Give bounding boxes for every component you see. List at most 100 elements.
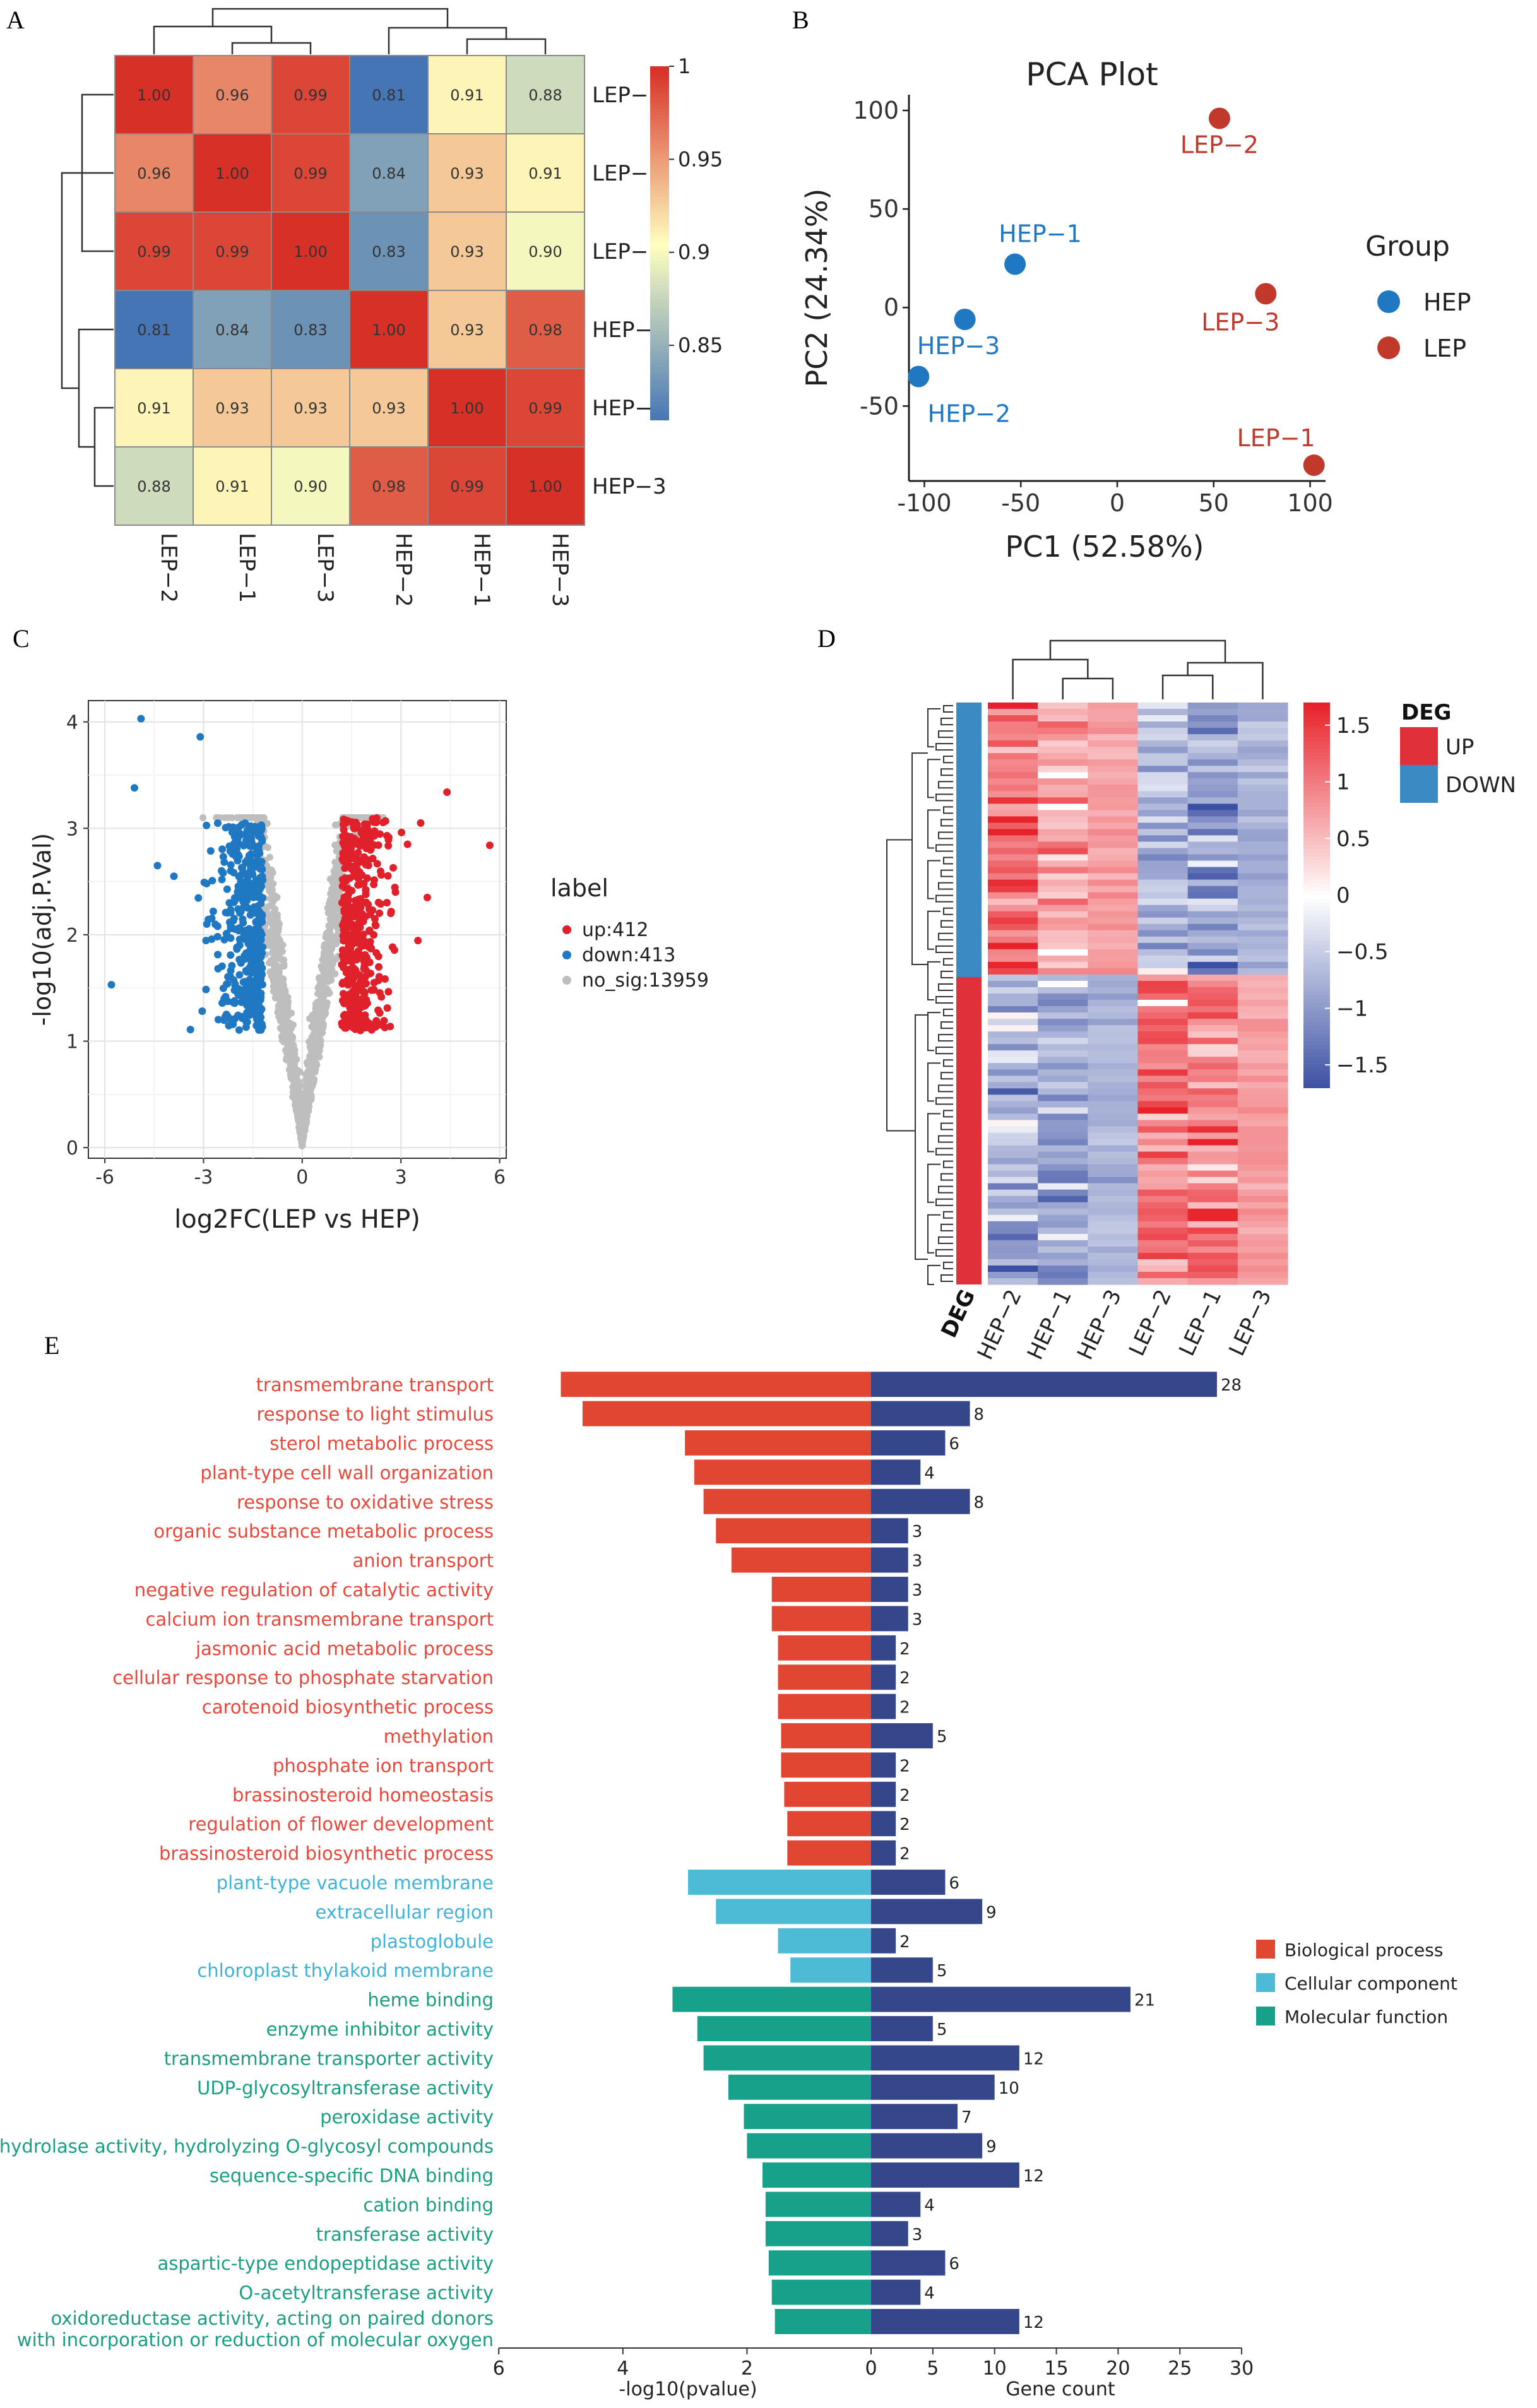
volcano-point-down — [214, 1016, 222, 1024]
heatmap-cell — [1088, 860, 1139, 868]
heatmap-cell — [1088, 1025, 1139, 1032]
volcano-point-nosig — [331, 821, 339, 829]
heatmap-cell — [1088, 721, 1139, 728]
heatmap-cell — [1038, 1170, 1088, 1178]
heatmap-cell — [1038, 835, 1088, 843]
heatmap-cell — [1088, 835, 1139, 843]
heatmap-cell — [1237, 873, 1288, 881]
heatmap-cell — [506, 55, 585, 134]
heatmap-cell-value: 0.90 — [294, 478, 327, 495]
heatmap-cell — [1088, 1019, 1139, 1026]
volcano-point-down — [256, 865, 264, 873]
heatmap-cell — [1237, 1063, 1288, 1070]
heatmap-cell — [988, 1252, 1038, 1260]
colorbar-segment — [650, 271, 669, 276]
legend-swatch — [562, 925, 571, 934]
heatmap-cell — [1038, 1006, 1088, 1013]
volcano-point-up — [379, 819, 387, 827]
colorbar-segment — [1303, 1037, 1330, 1042]
heatmap-cell — [1088, 822, 1139, 830]
heatmap-cell — [1187, 987, 1238, 994]
y-tick-label: 1 — [66, 1031, 78, 1053]
heatmap-cell — [1088, 1050, 1139, 1057]
heatmap-cell — [1137, 1259, 1189, 1266]
heatmap-cell — [1038, 879, 1088, 887]
heatmap-cell — [1088, 1278, 1139, 1285]
heatmap-cell — [1137, 1069, 1189, 1076]
heatmap-cell — [1187, 1076, 1238, 1082]
colorbar-segment — [1303, 952, 1330, 958]
heatmap-cell — [1137, 822, 1189, 830]
volcano-point-down — [218, 845, 227, 853]
heatmap-cell — [1038, 949, 1088, 956]
heatmap-cell — [1088, 1246, 1139, 1254]
heatmap-cell — [1038, 1038, 1088, 1045]
volcano-point-down — [241, 884, 249, 893]
heatmap-cell — [1137, 841, 1189, 849]
row-dendrogram — [886, 705, 953, 1285]
heatmap-cell — [1237, 1139, 1288, 1146]
heatmap-cell — [988, 1044, 1038, 1051]
volcano-point-up — [369, 855, 377, 863]
heatmap-cell — [1137, 829, 1189, 836]
volcano-point-up — [338, 980, 347, 988]
volcano-point-up — [367, 1026, 376, 1034]
heatmap-cell — [1038, 816, 1088, 824]
heatmap-cell — [1237, 923, 1288, 931]
heatmap-cell — [1187, 810, 1238, 817]
heatmap-cell — [1088, 1113, 1139, 1121]
heatmap-cell — [1187, 785, 1238, 792]
count-bar — [871, 1957, 933, 1983]
heatmap-cell — [1137, 1189, 1189, 1197]
heatmap-cell — [1237, 968, 1288, 975]
pca-point — [908, 365, 930, 388]
volcano-point-nosig — [240, 814, 248, 821]
left-tick-label: 2 — [741, 2358, 753, 2380]
volcano-point-down — [246, 866, 254, 874]
volcano-point-nosig — [224, 814, 232, 821]
legend-label: Cellular component — [1285, 1973, 1457, 1994]
heatmap-cell — [1137, 1145, 1189, 1153]
heatmap-cell — [1237, 816, 1288, 824]
volcano-point-up — [377, 1021, 385, 1029]
heatmap-cell — [1187, 1126, 1238, 1134]
heatmap-cell — [1038, 886, 1088, 893]
colorbar-segment — [1303, 879, 1330, 884]
heatmap-cell — [1137, 936, 1189, 944]
colorbar-segment — [1303, 906, 1330, 911]
heatmap-cell — [1237, 854, 1288, 862]
volcano-point-down — [235, 971, 244, 979]
count-label: 6 — [949, 1435, 959, 1454]
heatmap-cell — [1237, 1151, 1288, 1159]
heatmap-cell — [1237, 841, 1288, 849]
heatmap-cell — [988, 1233, 1038, 1241]
heatmap-cell — [1038, 1259, 1088, 1266]
colorbar-segment — [1303, 756, 1330, 761]
heatmap-cell — [1137, 1214, 1189, 1222]
heatmap-cell-value: 0.93 — [215, 400, 249, 417]
count-label: 8 — [974, 1406, 985, 1425]
heatmap-cell-value: 1.00 — [137, 86, 170, 104]
heatmap-cell — [988, 728, 1038, 735]
heatmap-cell — [1137, 804, 1189, 810]
heatmap-cell — [1088, 949, 1139, 956]
heatmap-cell — [1038, 987, 1088, 994]
colorbar-segment — [650, 133, 669, 138]
colorbar-segment — [1303, 1033, 1330, 1038]
heatmap-cell — [1038, 1164, 1088, 1171]
x-tick-label: 3 — [395, 1166, 407, 1189]
volcano-point-nosig — [328, 900, 335, 908]
heatmap-cell — [1038, 1076, 1088, 1082]
heatmap-cell — [1137, 816, 1189, 824]
heatmap-cell — [1187, 747, 1238, 754]
volcano-point-outlier — [153, 862, 162, 870]
heatmap-cell — [988, 791, 1038, 798]
volcano-point-outlier — [107, 981, 116, 989]
colorbar-segment — [1303, 706, 1330, 711]
heatmap-cell — [1187, 1214, 1238, 1222]
column-dendrogram — [153, 8, 547, 54]
heatmap-cell-value: 0.88 — [528, 86, 562, 104]
heatmap-cell — [1038, 974, 1088, 982]
heatmap-cell — [1038, 709, 1088, 716]
volcano-point-nosig — [283, 1054, 290, 1062]
